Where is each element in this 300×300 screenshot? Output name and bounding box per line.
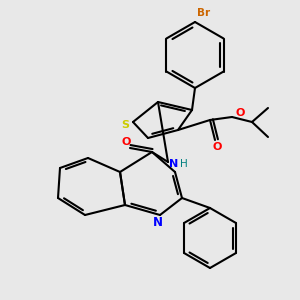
Text: Br: Br bbox=[197, 8, 210, 18]
Text: H: H bbox=[180, 159, 188, 169]
Text: N: N bbox=[169, 159, 178, 169]
Text: O: O bbox=[121, 137, 131, 147]
Text: N: N bbox=[153, 215, 163, 229]
Text: O: O bbox=[212, 142, 222, 152]
Text: S: S bbox=[121, 120, 129, 130]
Text: O: O bbox=[235, 108, 245, 118]
